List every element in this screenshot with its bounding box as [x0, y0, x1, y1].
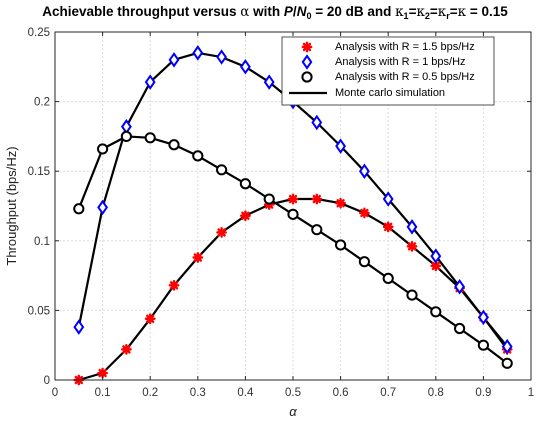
data-point-asterisk [406, 240, 418, 252]
data-point-diamond [454, 278, 466, 295]
data-point-diamond [406, 219, 418, 235]
data-point-circle [311, 224, 323, 236]
y-tick-label: 0.25 [28, 27, 50, 39]
legend-label-monte-carlo: Monte carlo simulation [335, 87, 445, 99]
data-point-diamond [358, 163, 370, 179]
data-point-circle [120, 130, 133, 142]
x-tick-label: 0.6 [333, 387, 349, 399]
data-point-diamond [311, 114, 323, 131]
x-tick-label: 0.5 [285, 387, 301, 399]
data-point-circle [335, 239, 347, 251]
data-point-circle [382, 272, 394, 284]
data-point-asterisk [359, 207, 370, 219]
data-point-circle [430, 306, 442, 318]
data-point-diamond [216, 49, 228, 65]
analysis-markers [73, 45, 513, 386]
x-axis-ticks: 0 0.1 0.2 0.3 0.4 0.5 0.6 0.7 0.8 0.9 1 [52, 32, 534, 399]
data-point-diamond [263, 74, 275, 90]
data-point-asterisk [287, 193, 299, 205]
x-tick-label: 0 [52, 387, 58, 399]
legend-symbol-circle [301, 71, 313, 83]
legend-symbol-diamond [301, 54, 313, 70]
data-point-circle [454, 322, 466, 335]
x-tick-label: 0.9 [475, 387, 491, 399]
chart-title: Achievable throughput versus α with P/N0… [42, 4, 508, 21]
data-point-asterisk [216, 227, 228, 238]
y-axis-label: Throughput (bps/Hz) [4, 146, 19, 265]
data-point-asterisk [239, 210, 251, 222]
y-tick-label: 0 [44, 375, 50, 387]
data-point-diamond [501, 338, 513, 355]
data-point-diamond [382, 191, 394, 207]
x-tick-label: 0.4 [237, 387, 254, 399]
data-point-diamond [168, 52, 180, 68]
data-point-circle [192, 150, 204, 162]
data-point-circle [501, 357, 513, 369]
data-point-asterisk [144, 313, 156, 325]
data-point-diamond [430, 248, 442, 264]
x-tick-label: 0.2 [142, 387, 158, 399]
legend-label-r1: Analysis with R = 1 bps/Hz [335, 56, 466, 68]
data-point-diamond [335, 138, 347, 154]
data-point-circle [168, 139, 180, 151]
data-point-circle [239, 178, 251, 190]
legend-label-r15: Analysis with R = 1.5 bps/Hz [335, 41, 475, 53]
data-point-circle [477, 339, 489, 351]
x-axis-label: α [289, 404, 297, 419]
data-point-asterisk [192, 252, 204, 263]
data-point-diamond [192, 45, 204, 61]
data-point-asterisk [311, 193, 323, 205]
data-point-asterisk [382, 221, 394, 233]
data-point-circle [216, 164, 228, 176]
x-tick-label: 0.1 [95, 387, 111, 399]
legend-marker [301, 54, 313, 70]
data-point-diamond [477, 309, 489, 326]
data-point-asterisk [120, 343, 132, 355]
data-point-diamond [97, 199, 109, 216]
y-tick-label: 0.1 [34, 236, 50, 248]
legend: Analysis with R = 1.5 bps/Hz Analysis wi… [281, 36, 495, 106]
data-point-circle [406, 289, 418, 301]
legend-marker [301, 71, 313, 83]
y-axis-ticks: 0 0.05 0.1 0.15 0.2 0.25 [28, 27, 531, 387]
data-point-circle [73, 203, 85, 215]
data-point-circle [97, 143, 109, 155]
data-point-diamond [239, 59, 251, 75]
y-tick-label: 0.15 [28, 166, 50, 178]
data-point-asterisk [168, 279, 180, 291]
x-tick-label: 0.3 [190, 387, 206, 399]
data-point-asterisk [97, 367, 109, 379]
y-tick-label: 0.2 [34, 97, 50, 109]
data-point-circle [287, 208, 299, 220]
data-point-asterisk [335, 197, 346, 209]
x-tick-label: 0.7 [380, 387, 396, 399]
x-tick-label: 1 [528, 387, 534, 399]
legend-symbol-asterisk [301, 41, 313, 53]
data-point-diamond [73, 319, 85, 335]
data-point-circle [358, 256, 370, 268]
data-point-diamond [144, 74, 156, 90]
y-tick-label: 0.05 [28, 305, 50, 317]
legend-marker [301, 41, 313, 53]
data-point-circle [263, 193, 275, 205]
legend-label-r05: Analysis with R = 0.5 bps/Hz [335, 71, 475, 83]
x-tick-label: 0.8 [428, 387, 444, 399]
data-point-circle [144, 132, 156, 144]
